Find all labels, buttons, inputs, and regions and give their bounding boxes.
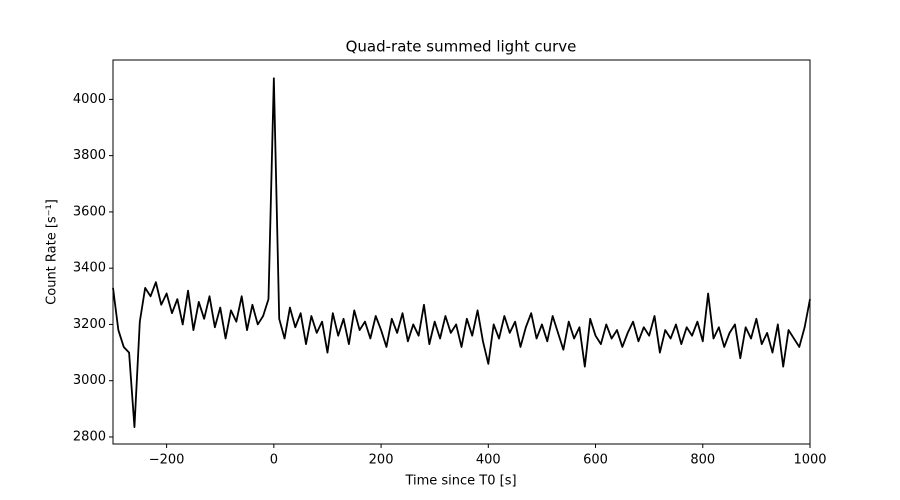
x-tick-label: 600 (583, 453, 608, 468)
y-tick-label: 3400 (73, 261, 106, 276)
plot-frame (112, 59, 811, 445)
x-tick-label: 400 (476, 453, 501, 468)
y-tick-label: 3000 (73, 373, 106, 388)
x-axis-label: Time since T0 [s] (404, 474, 516, 489)
y-axis-label: Count Rate [s⁻¹] (45, 199, 60, 305)
y-tick-label: 2800 (73, 429, 106, 444)
x-tick-label: 200 (369, 453, 394, 468)
y-tick-label: 3600 (73, 204, 106, 219)
light-curve (112, 77, 811, 429)
chart-title: Quad-rate summed light curve (346, 38, 577, 56)
y-tick-label: 4000 (73, 92, 106, 107)
x-tick-label: −200 (149, 453, 185, 468)
y-tick-label: 3800 (73, 148, 106, 163)
x-tick-label: 0 (270, 453, 278, 468)
x-tick-label: 800 (690, 453, 715, 468)
x-tick-label: 1000 (793, 453, 826, 468)
y-tick-label: 3200 (73, 317, 106, 332)
